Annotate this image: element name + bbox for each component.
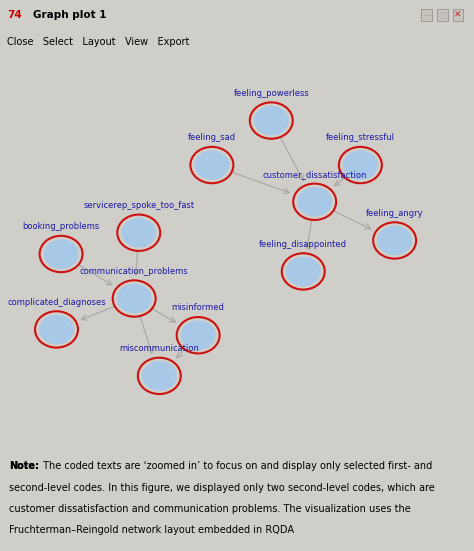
Text: booking_problems: booking_problems [22, 222, 100, 231]
Text: miscommunication: miscommunication [119, 344, 199, 353]
Text: feeling_powerless: feeling_powerless [233, 89, 309, 98]
Text: customer dissatisfaction and communication problems. The visualization uses the: customer dissatisfaction and communicati… [9, 504, 411, 514]
Text: Graph plot 1: Graph plot 1 [33, 10, 107, 20]
Text: 74: 74 [7, 10, 22, 20]
Text: second-level codes. In this figure, we displayed only two second-level codes, wh: second-level codes. In this figure, we d… [9, 483, 435, 493]
Circle shape [194, 150, 229, 180]
Circle shape [297, 187, 332, 217]
Text: feeling_stressful: feeling_stressful [326, 133, 395, 142]
Text: Note:: Note: [9, 461, 39, 471]
Text: Close   Select   Layout   View   Export: Close Select Layout View Export [7, 37, 190, 47]
Circle shape [377, 226, 412, 255]
Text: complicated_diagnoses: complicated_diagnoses [7, 298, 106, 306]
Text: misinformed: misinformed [172, 304, 225, 312]
Text: —: — [422, 10, 431, 20]
Circle shape [44, 239, 78, 269]
Text: ✕: ✕ [454, 10, 462, 20]
Text: The coded texts are ‘zoomed in’ to focus on and display only selected first- and: The coded texts are ‘zoomed in’ to focus… [40, 461, 433, 471]
Text: Note:: Note: [9, 461, 39, 471]
Text: feeling_angry: feeling_angry [366, 209, 423, 218]
Circle shape [343, 150, 378, 180]
Circle shape [121, 218, 156, 247]
Text: communication_problems: communication_problems [80, 267, 189, 276]
Circle shape [39, 315, 74, 344]
Text: feeling_disappointed: feeling_disappointed [259, 240, 347, 249]
Circle shape [286, 257, 320, 286]
Circle shape [117, 284, 152, 313]
Circle shape [254, 106, 289, 135]
Circle shape [181, 321, 216, 350]
Text: feeling_sad: feeling_sad [188, 133, 236, 142]
Text: servicerep_spoke_too_fast: servicerep_spoke_too_fast [83, 201, 194, 210]
Text: Fruchterman–Reingold network layout embedded in RQDA: Fruchterman–Reingold network layout embe… [9, 525, 294, 535]
Text: customer_dissatisfaction: customer_dissatisfaction [263, 170, 367, 179]
Text: □: □ [438, 10, 447, 20]
Circle shape [142, 361, 177, 391]
